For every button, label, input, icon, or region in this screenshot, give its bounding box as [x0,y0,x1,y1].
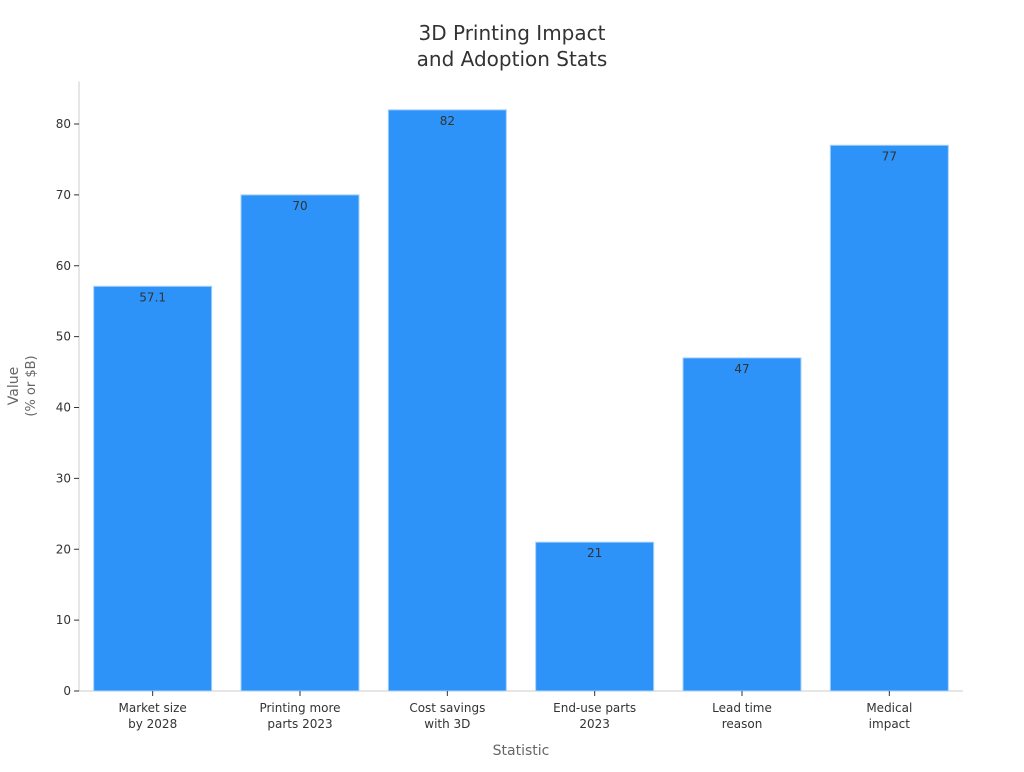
y-axis-label-line-1: Value [6,367,22,405]
x-tick-label: by 2028 [128,717,177,731]
y-tick-label: 0 [63,684,71,698]
x-axis-label: Statistic [493,743,550,759]
x-tick-label: parts 2023 [267,717,332,731]
x-tick-label: Lead time [712,701,772,715]
data-label: 21 [587,546,602,560]
bar [240,194,360,692]
y-tick-label: 40 [56,401,71,415]
y-tick-label: 10 [56,613,71,627]
data-label: 47 [734,362,749,376]
x-tick-label: Market size [118,701,186,715]
x-tick-label: Printing more [259,701,340,715]
x-tick-label: impact [869,717,911,731]
x-tick-label: with 3D [424,717,470,731]
data-label: 77 [882,149,897,163]
chart-title-line-2: and Adoption Stats [417,47,608,71]
x-tick-label: Cost savings [409,701,485,715]
y-tick-label: 30 [56,471,71,485]
data-label: 70 [292,199,307,213]
bar [93,285,213,692]
y-tick-label: 70 [56,188,71,202]
bar [829,144,949,692]
bar [387,109,507,692]
bar [535,541,655,692]
y-tick-label: 80 [56,117,71,131]
y-axis-label-line-2: (% or $B) [24,355,39,416]
y-tick-label: 50 [56,330,71,344]
x-tick-label: End-use parts [553,701,636,715]
y-tick-label: 60 [56,259,71,273]
y-tick-label: 20 [56,542,71,556]
x-tick-label: 2023 [579,717,610,731]
bar [682,357,802,692]
x-tick-label: reason [722,717,763,731]
x-tick-label: Medical [866,701,912,715]
chart-title-line-1: 3D Printing Impact [419,21,606,45]
data-label: 57.1 [139,290,166,304]
data-label: 82 [440,114,455,128]
